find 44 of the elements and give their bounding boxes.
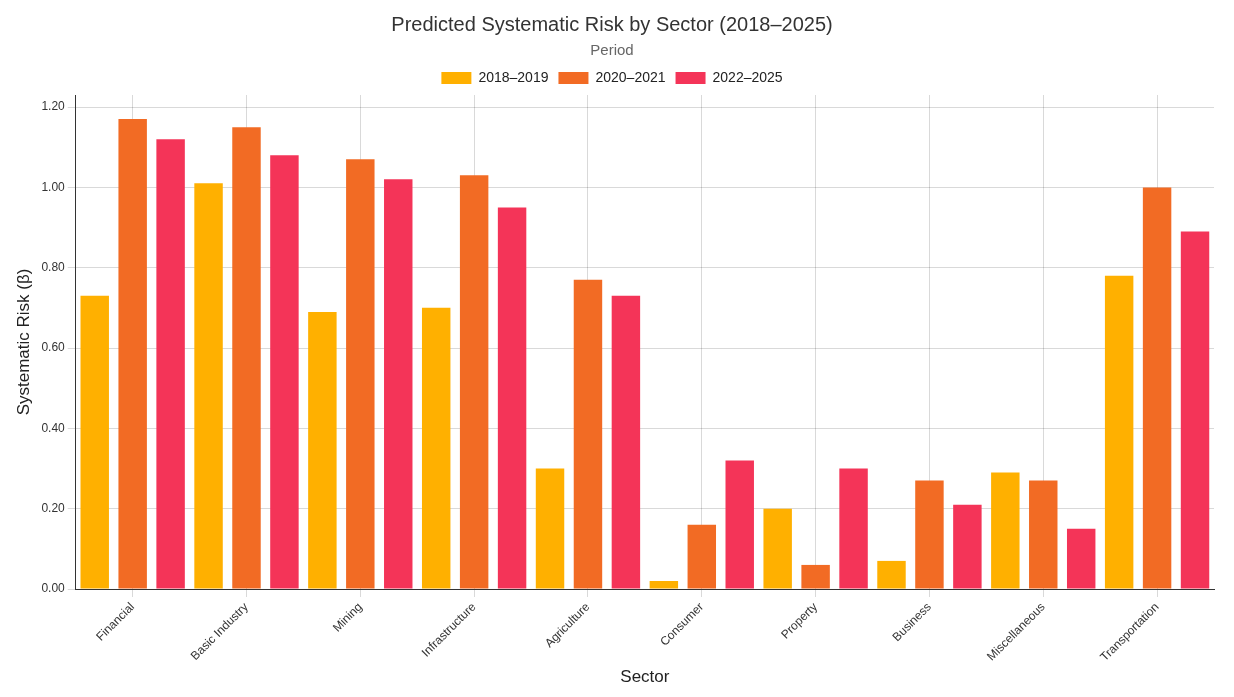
- bar: [1180, 231, 1210, 589]
- bar: [611, 295, 641, 589]
- bar: [763, 508, 792, 589]
- bar: [725, 460, 754, 589]
- legend-title: Period: [590, 40, 634, 58]
- bar: [877, 560, 906, 589]
- bar: [270, 155, 299, 589]
- y-tick-label: 0.00: [41, 581, 66, 596]
- y-tick-label: 0.60: [41, 340, 66, 355]
- y-axis-title: Systematic Risk (β): [13, 268, 33, 416]
- bar: [687, 524, 717, 589]
- bar: [384, 179, 413, 589]
- bar: [573, 279, 603, 589]
- bar: [194, 183, 223, 589]
- bar: [80, 295, 109, 589]
- bar: [535, 468, 565, 589]
- bar: [1066, 528, 1096, 589]
- legend-label: 2020–2021: [595, 68, 666, 85]
- y-tick-label: 0.80: [41, 260, 66, 275]
- x-axis-title: Sector: [620, 667, 670, 687]
- bar: [1029, 480, 1058, 589]
- bar: [1104, 275, 1134, 589]
- y-tick-label: 1.20: [41, 99, 66, 114]
- y-tick-label: 0.40: [41, 420, 66, 435]
- legend-label: 2018–2019: [478, 68, 549, 85]
- bar: [156, 139, 185, 589]
- bar: [915, 480, 944, 589]
- bar: [1142, 187, 1172, 589]
- bar: [839, 468, 868, 589]
- bar: [497, 207, 527, 589]
- y-tick-label: 1.00: [41, 179, 66, 194]
- bar: [346, 159, 375, 589]
- bar: [308, 311, 337, 589]
- bar: [649, 580, 679, 589]
- bar: [953, 504, 982, 589]
- bar: [118, 119, 147, 589]
- bar: [421, 307, 451, 589]
- bar: [232, 127, 261, 589]
- chart-title: Predicted Systematic Risk by Sector (2018–2025): [391, 12, 833, 35]
- bar: [801, 564, 830, 589]
- y-tick-label: 0.20: [41, 501, 66, 516]
- bar: [991, 472, 1020, 589]
- legend-label: 2022–2025: [712, 68, 783, 85]
- bar: [459, 175, 489, 589]
